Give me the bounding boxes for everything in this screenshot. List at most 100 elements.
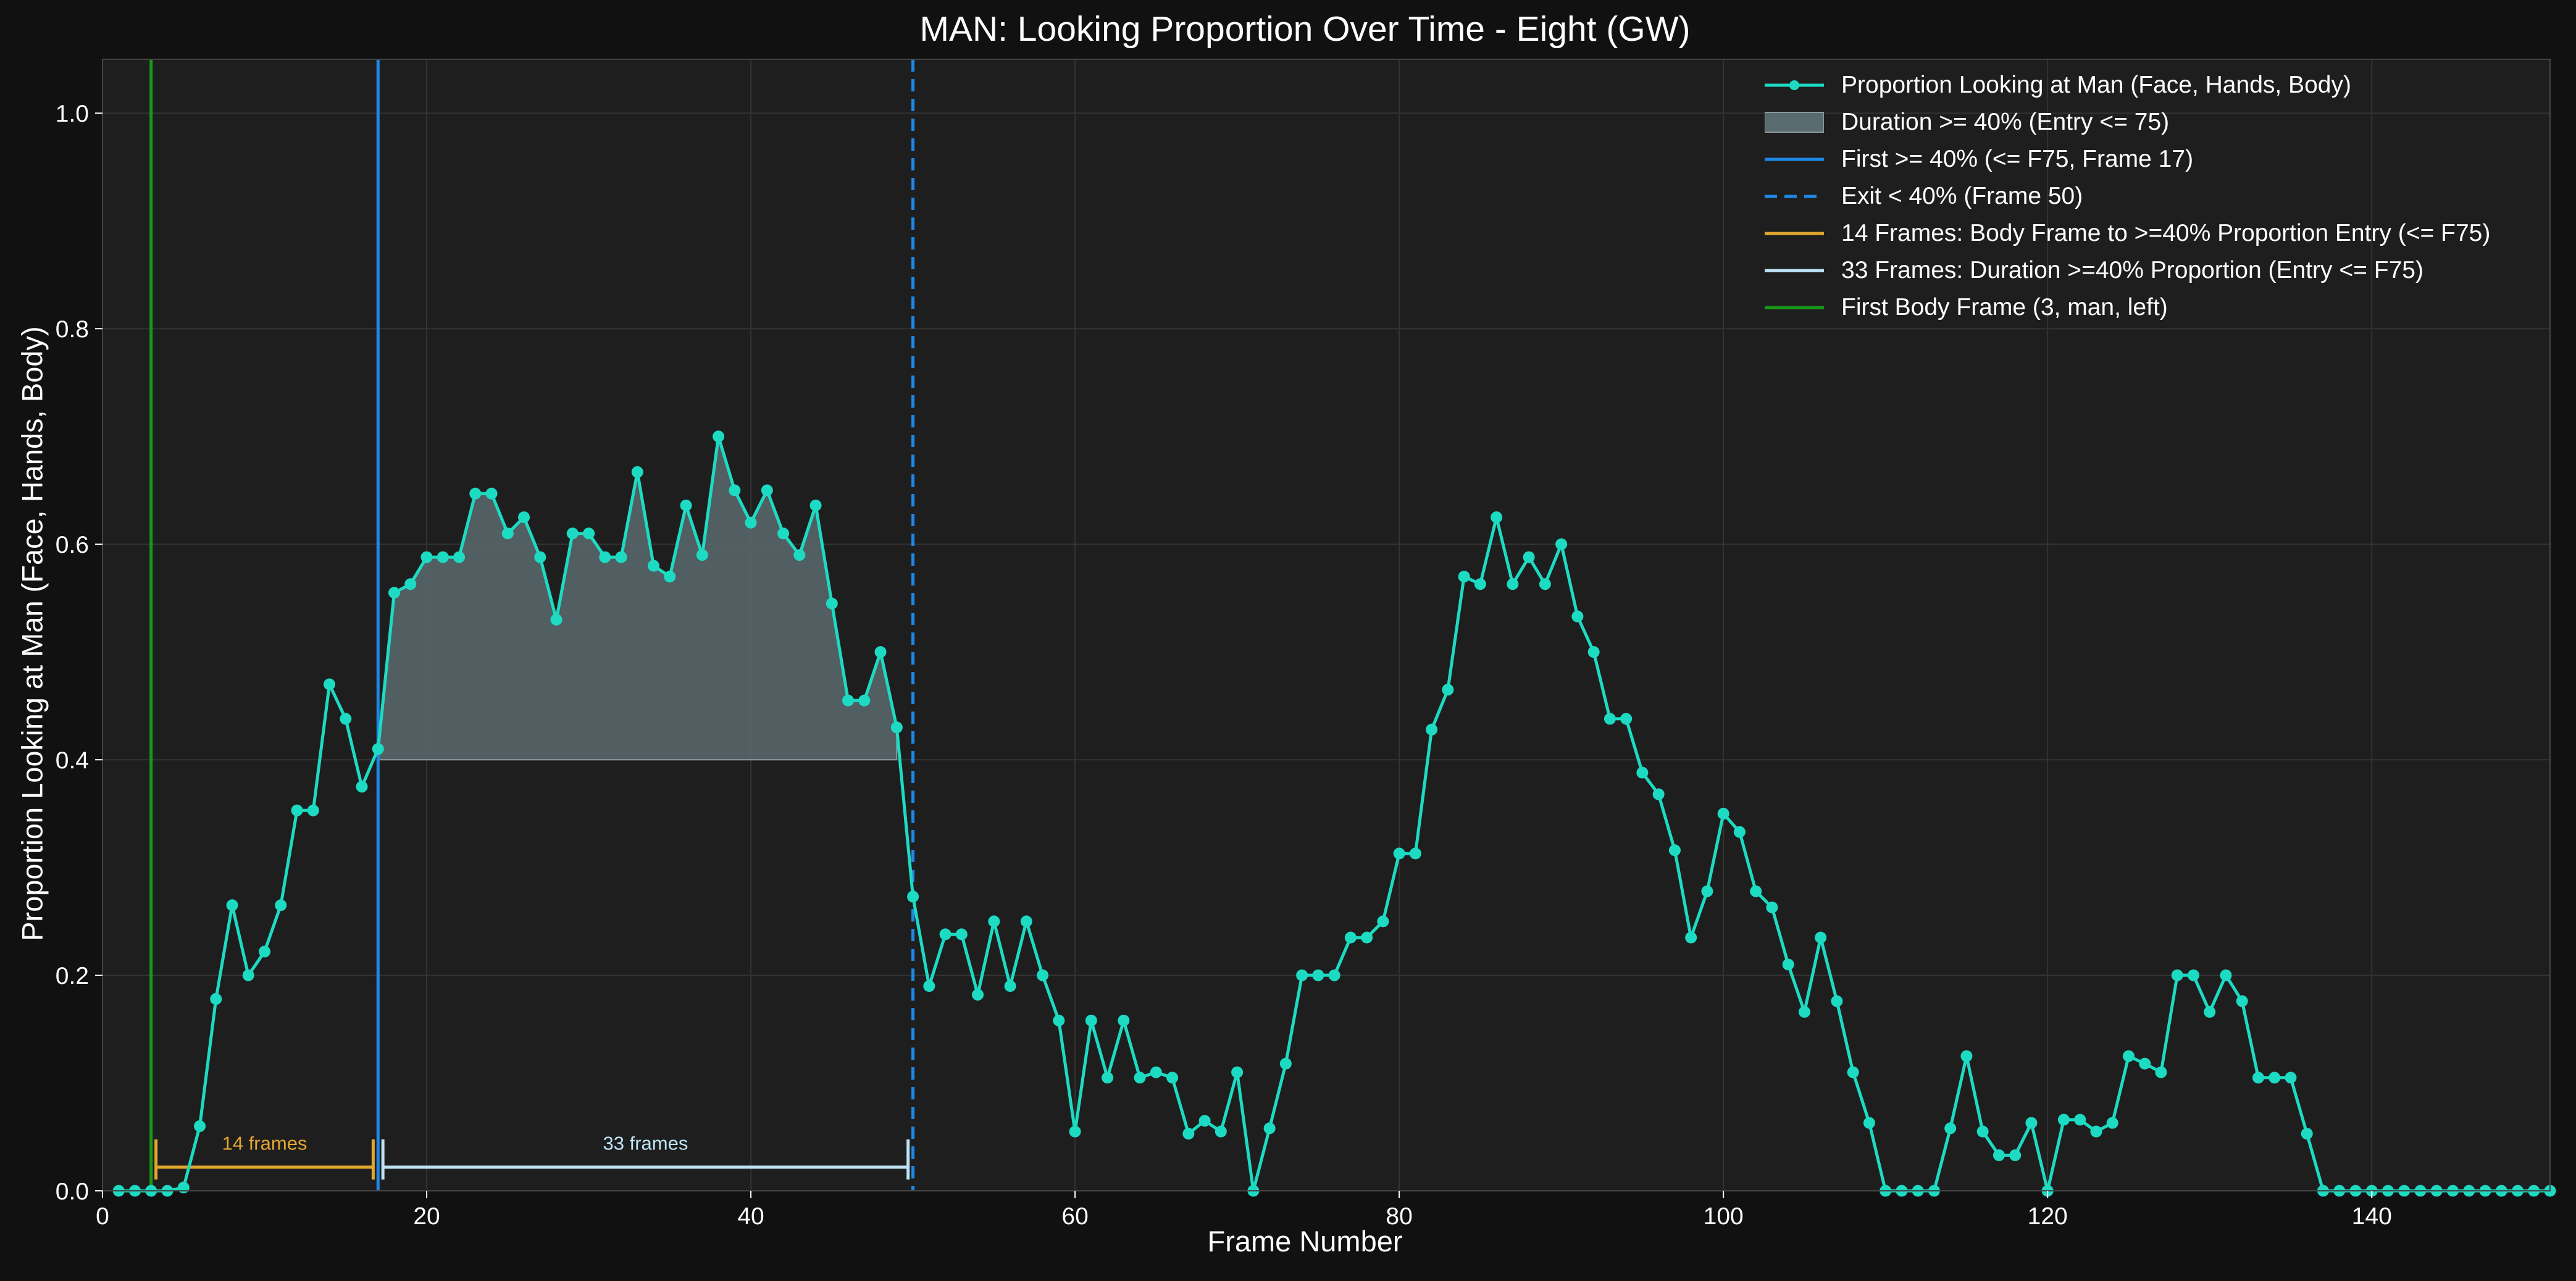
data-point [566, 527, 579, 540]
data-point [761, 484, 773, 497]
data-point [1507, 578, 1519, 590]
data-point [631, 466, 643, 478]
data-point [2269, 1072, 2281, 1084]
data-point [972, 988, 984, 1001]
legend-label-first-entry-line: First >= 40% (<= F75, Frame 17) [1841, 146, 2194, 172]
data-point [1993, 1149, 2005, 1161]
data-point [242, 969, 254, 981]
data-point [2155, 1066, 2167, 1078]
legend-swatch-body-to-entry-span [1765, 232, 1824, 235]
data-point [2187, 969, 2199, 981]
data-point [404, 578, 417, 590]
data-point [1393, 847, 1405, 860]
data-point [1053, 1014, 1065, 1027]
data-point [2025, 1117, 2038, 1129]
data-point [1944, 1122, 1957, 1135]
data-point [2122, 1050, 2135, 1062]
legend-label-body-to-entry-span: 14 Frames: Body Frame to >=40% Proportio… [1841, 220, 2491, 246]
y-axis-label: Proportion Looking at Man (Face, Hands, … [15, 326, 49, 941]
data-point [874, 646, 887, 658]
data-point [1620, 713, 1633, 725]
data-point [826, 597, 838, 610]
data-point [2057, 1114, 2070, 1126]
data-point [1409, 847, 1421, 860]
data-point [1150, 1066, 1162, 1078]
data-point [453, 551, 466, 563]
data-point [713, 430, 725, 443]
x-tick-label: 100 [1704, 1203, 1744, 1230]
data-point [210, 993, 222, 1005]
data-point [1377, 915, 1389, 928]
data-point [1766, 901, 1778, 914]
data-point [469, 487, 482, 500]
legend-label-first-body-line: First Body Frame (3, man, left) [1841, 294, 2168, 321]
data-point [955, 928, 968, 941]
data-point [177, 1182, 190, 1194]
x-tick-label: 60 [1061, 1203, 1088, 1230]
x-tick-label: 140 [2352, 1203, 2392, 1230]
data-point [1231, 1066, 1244, 1078]
data-point [550, 613, 562, 626]
data-point [1442, 684, 1454, 696]
data-point [2074, 1114, 2086, 1126]
data-point [745, 516, 757, 529]
data-point [420, 551, 433, 563]
data-point [372, 743, 384, 755]
data-point [1263, 1122, 1276, 1135]
y-tick-label: 0.8 [56, 316, 89, 343]
data-point [2236, 995, 2248, 1007]
data-point [1361, 931, 1373, 944]
data-point [2285, 1072, 2297, 1084]
data-point [1782, 959, 1794, 971]
data-point [1847, 1066, 1859, 1078]
data-point [291, 804, 303, 817]
data-point [664, 570, 676, 582]
chart-title: MAN: Looking Proportion Over Time - Eigh… [919, 9, 1691, 49]
data-point [275, 899, 287, 912]
span-annotation-0: 14 frames [222, 1133, 307, 1154]
data-point [485, 487, 498, 500]
data-point [388, 587, 401, 599]
data-point [518, 511, 530, 524]
data-point [1296, 969, 1308, 981]
data-point [793, 549, 806, 561]
data-point [1652, 788, 1665, 800]
data-point [1539, 578, 1551, 590]
data-point [680, 499, 692, 511]
data-point [1587, 646, 1600, 658]
data-point [324, 678, 336, 691]
data-point [939, 928, 951, 941]
data-point [1426, 723, 1438, 736]
data-point [1474, 578, 1486, 590]
data-point [1134, 1072, 1146, 1084]
data-point [1831, 995, 1843, 1007]
data-point [1701, 885, 1713, 897]
data-point [923, 980, 935, 992]
data-point [583, 527, 595, 540]
x-tick-label: 80 [1386, 1203, 1412, 1230]
data-point [1717, 807, 1729, 820]
data-point [648, 560, 660, 572]
data-point [1491, 511, 1503, 524]
legend-label-duration-area: Duration >= 40% (Entry <= 75) [1841, 109, 2170, 135]
legend-swatch-first-body-line [1765, 306, 1824, 309]
data-point [1102, 1072, 1114, 1084]
legend-swatch-duration-area [1765, 112, 1824, 133]
data-point [2009, 1149, 2022, 1161]
data-point [1215, 1125, 1227, 1138]
y-tick-label: 0.4 [56, 747, 89, 774]
data-point [2252, 1072, 2264, 1084]
data-point [1198, 1115, 1211, 1127]
data-point [340, 713, 352, 725]
data-point [1960, 1050, 1973, 1062]
data-point [437, 551, 449, 563]
plot-frame [102, 59, 2551, 1191]
data-point [2171, 969, 2183, 981]
legend-label-line-series: Proportion Looking at Man (Face, Hands, … [1841, 72, 2351, 98]
data-point [1750, 885, 1762, 897]
data-point [1279, 1057, 1292, 1070]
data-point [1069, 1125, 1081, 1138]
y-tick-label: 0.6 [56, 532, 89, 558]
data-point [501, 527, 514, 540]
